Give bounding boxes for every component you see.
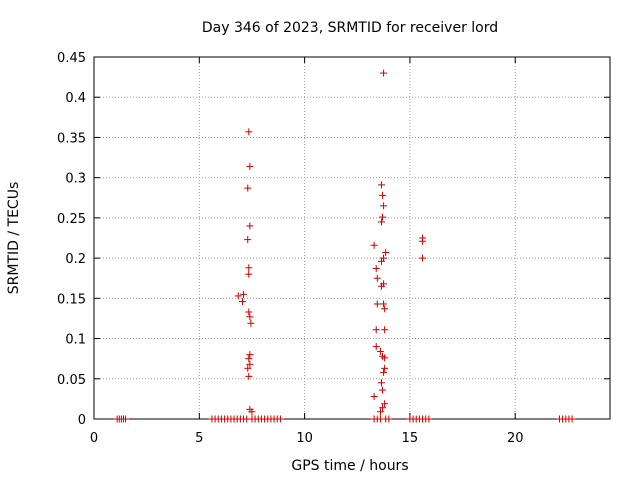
data-point [246,351,254,359]
data-point [382,248,390,256]
data-point [377,218,385,226]
x-tick-label: 5 [195,431,203,446]
data-point [377,257,385,265]
data-point [377,181,385,189]
data-point [245,372,253,380]
data-point [247,319,255,327]
data-point [245,264,253,272]
y-tick-label: 0 [78,413,86,428]
data-point [246,222,254,230]
data-point [381,364,389,372]
data-point [248,408,256,416]
data-point [380,202,388,210]
data-point [373,300,381,308]
data-point [372,326,380,334]
x-tick-label: 0 [90,431,98,446]
data-point [246,360,254,368]
data-point [373,274,381,282]
data-point [381,400,389,408]
data-points [113,69,576,423]
data-point [234,292,242,300]
data-point [379,404,387,412]
data-point [122,415,130,423]
y-tick-label: 0.45 [57,51,86,66]
x-axis-label: GPS time / hours [291,458,408,474]
data-point [245,355,253,363]
data-point [372,265,380,273]
data-point [379,191,387,199]
plot-frame [93,56,611,420]
y-tick-label: 0.15 [57,292,86,307]
data-point [425,415,433,423]
y-tick-label: 0.05 [57,373,86,388]
y-tick-label: 0.3 [65,172,86,187]
x-tick-label: 10 [296,431,313,446]
data-point [372,343,380,351]
data-point [240,290,248,298]
axis-ticks: 0 0.05 0.1 0.15 0.2 0.25 0.3 0.35 0.4 0.45 0 5 10 15 2… [57,51,610,446]
y-tick-label: 0.1 [65,333,86,348]
data-point [376,347,384,355]
data-point [379,213,387,221]
data-point [244,236,252,244]
data-point [246,162,254,170]
data-point [380,368,388,376]
data-point [381,354,389,362]
data-point [419,237,427,245]
data-point [238,298,246,306]
data-point [419,254,427,262]
data-point [380,300,388,308]
data-point [370,241,378,249]
y-tick-label: 0.35 [57,131,86,146]
x-tick-label: 20 [507,431,524,446]
data-point [385,415,393,423]
data-point [244,364,252,372]
data-point [380,69,388,77]
data-point [377,379,385,387]
data-point [370,392,378,400]
data-point [245,308,253,316]
data-point [381,305,389,313]
x-tick-label: 15 [402,431,419,446]
data-point [568,415,576,423]
y-tick-label: 0.4 [65,91,86,106]
data-point [376,408,384,416]
grid [94,57,610,419]
data-point [276,415,284,423]
data-point [379,386,387,394]
data-point [246,313,254,321]
chart-title: Day 346 of 2023, SRMTID for receiver lor… [202,20,498,36]
data-point [245,128,253,136]
data-point [244,184,252,192]
data-point [377,282,385,290]
y-tick-label: 0.2 [65,252,86,267]
data-point [245,270,253,278]
data-point [381,326,389,334]
y-axis-label: SRMTID / TECUs [6,182,22,295]
y-tick-label: 0.25 [57,212,86,227]
